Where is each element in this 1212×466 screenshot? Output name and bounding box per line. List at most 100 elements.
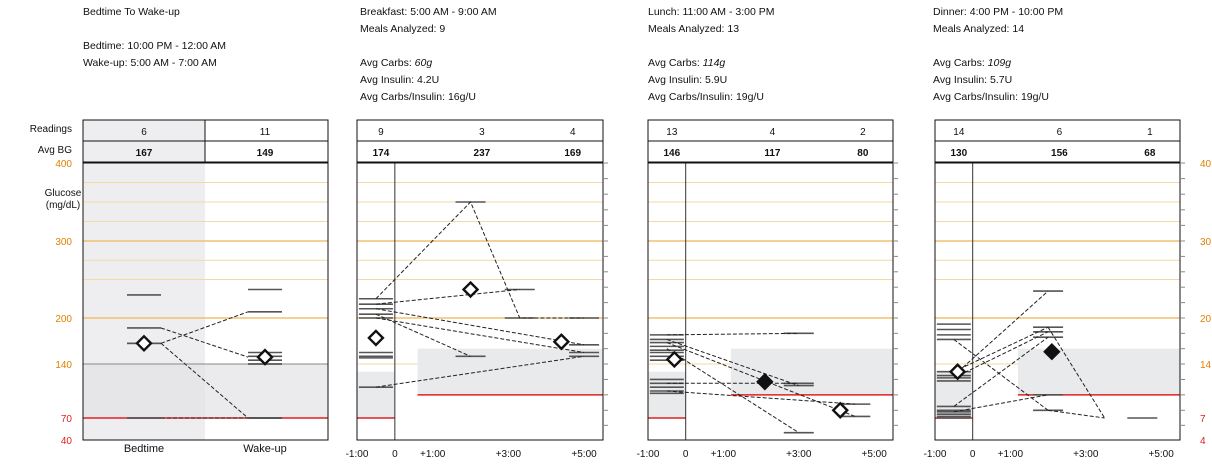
- y-tick-label-right: 40: [1200, 159, 1212, 170]
- panel-header-overnight: Bedtime To Wake-up Bedtime: 10:00 PM - 1…: [83, 4, 226, 72]
- avg-value: 114g: [702, 57, 726, 69]
- readings-value: 4: [770, 127, 776, 138]
- x-tick-label: -1:00: [637, 449, 660, 460]
- avg-bg-value: 174: [373, 148, 390, 159]
- overnight-trace: [160, 311, 249, 344]
- breakfast-avg-marker: [367, 329, 385, 347]
- avg-label: Avg Insulin:: [360, 74, 418, 86]
- lunch-trace: [666, 390, 856, 405]
- avg-row-avg-ratio: Avg Carbs/Insulin: 19g/U: [648, 89, 774, 106]
- lunch-trace: [666, 338, 799, 387]
- glucose-axis-unit: (mg/dL): [46, 200, 80, 211]
- lunch-trace: [666, 342, 856, 417]
- x-tick-label: +3:00: [786, 449, 812, 460]
- avg-bg-value: 80: [857, 148, 869, 159]
- avg-bg-value: 156: [1051, 148, 1068, 159]
- readings-value: 6: [141, 127, 147, 138]
- readings-value: 6: [1057, 127, 1063, 138]
- avg-row-avg-insulin: Avg Insulin: 5.7U: [933, 72, 1063, 89]
- overnight-avg-marker: [135, 334, 153, 352]
- header-line: Meals Analyzed: 13: [648, 23, 740, 35]
- avg-value: 109g: [987, 57, 1012, 69]
- lunch-avg-marker: [831, 401, 849, 419]
- avg-bg-value: 130: [951, 148, 968, 159]
- avg-label: Avg Insulin:: [933, 74, 991, 86]
- dinner-trace: [953, 331, 1049, 379]
- dinner-plot-frame: [934, 162, 1181, 441]
- y-tick-label-left: 40: [61, 436, 73, 447]
- y-tick-label-right: 7: [1200, 414, 1206, 425]
- readings-row-label: Readings: [30, 124, 72, 135]
- y-tick-label-left: 400: [55, 159, 72, 170]
- breakfast-trace: [375, 313, 471, 357]
- glucose-axis-title: Glucose: [45, 188, 82, 199]
- avg-bg-value: 149: [257, 148, 274, 159]
- avg-value: 16g/U: [447, 91, 476, 103]
- avg-label: Avg Carbs/Insulin:: [933, 91, 1021, 103]
- dinner-avgbg-row: [934, 140, 1181, 163]
- avg-value: 4.2U: [417, 74, 440, 86]
- avg-bg-value: 117: [764, 148, 781, 159]
- header-line: Bedtime: 10:00 PM - 12:00 AM: [83, 40, 226, 52]
- overnight-avg-marker: [256, 348, 274, 366]
- lunch-avg-marker: [756, 373, 774, 391]
- x-tick-label: -1:00: [924, 449, 947, 460]
- dinner-trace: [1048, 409, 1105, 419]
- overnight-target-band: [83, 364, 328, 418]
- avg-label: Avg Carbs/Insulin:: [648, 91, 736, 103]
- readings-value: 9: [378, 127, 384, 138]
- dinner-avg-marker: [948, 363, 967, 381]
- avg-label: Avg Carbs:: [648, 57, 703, 69]
- x-tick-label: +1:00: [998, 449, 1024, 460]
- avg-row-avg-ratio: Avg Carbs/Insulin: 16g/U: [360, 89, 497, 106]
- overnight-trace: [160, 327, 249, 358]
- y-tick-label-right: 30: [1200, 237, 1212, 248]
- panel-header-breakfast: Breakfast: 5:00 AM - 9:00 AM Meals Analyz…: [360, 4, 497, 106]
- x-tick-label: +1:00: [420, 449, 446, 460]
- avg-label: Avg Carbs/Insulin:: [360, 91, 448, 103]
- y-tick-label-left: 70: [61, 414, 73, 425]
- breakfast-avg-marker: [461, 280, 480, 299]
- x-tick-label: -1:00: [346, 449, 369, 460]
- y-tick-label-right: 14: [1200, 360, 1212, 371]
- header-line: Meals Analyzed: 9: [360, 23, 446, 35]
- avg-bg-value: 146: [664, 148, 681, 159]
- breakfast-trace: [375, 201, 585, 319]
- breakfast-avgbg-row: [356, 140, 604, 163]
- avg-bg-row-label: Avg BG: [38, 145, 72, 156]
- lunch-trace: [666, 332, 799, 336]
- avg-row-avg-carbs: Avg Carbs: 114g: [648, 55, 774, 72]
- avg-label: Avg Carbs:: [933, 57, 988, 69]
- header-line: Dinner: 4:00 PM - 10:00 PM: [933, 6, 1064, 18]
- x-tick-label: 0: [970, 449, 976, 460]
- header-line: Bedtime To Wake-up: [83, 6, 180, 18]
- breakfast-pre-target-band: [357, 371, 395, 418]
- breakfast-avg-marker: [552, 333, 571, 351]
- breakfast-plot-frame: [356, 162, 604, 441]
- avg-value: 19g/U: [1020, 91, 1049, 103]
- dinner-avg-marker: [1043, 343, 1061, 361]
- y-tick-label-left: 300: [55, 237, 72, 248]
- readings-value: 13: [666, 127, 678, 138]
- avg-value: 5.9U: [705, 74, 728, 86]
- dinner-trace: [953, 339, 1049, 411]
- lunch-plot-frame: [647, 162, 894, 441]
- y-tick-label-left: 200: [55, 314, 72, 325]
- avg-row-avg-ratio: Avg Carbs/Insulin: 19g/U: [933, 89, 1063, 106]
- avg-row-avg-insulin: Avg Insulin: 5.9U: [648, 72, 774, 89]
- dinner-trace: [953, 326, 1049, 373]
- readings-value: 4: [570, 127, 576, 138]
- avg-bg-value: 169: [564, 148, 581, 159]
- lunch-post-target-band: [730, 348, 893, 395]
- panel-header-lunch: Lunch: 11:00 AM - 3:00 PM Meals Analyzed:…: [648, 4, 774, 106]
- avg-row-avg-carbs: Avg Carbs: 60g: [360, 55, 497, 72]
- x-tick-label: +1:00: [711, 449, 737, 460]
- lunch-trace: [666, 348, 800, 434]
- x-category-label: Wake-up: [243, 443, 287, 455]
- avg-bg-value: 167: [136, 148, 153, 159]
- avg-value: 19g/U: [735, 91, 764, 103]
- readings-value: 1: [1147, 127, 1153, 138]
- x-tick-label: +3:00: [496, 449, 522, 460]
- avg-label: Avg Carbs:: [360, 57, 415, 69]
- readings-value: 11: [260, 127, 271, 138]
